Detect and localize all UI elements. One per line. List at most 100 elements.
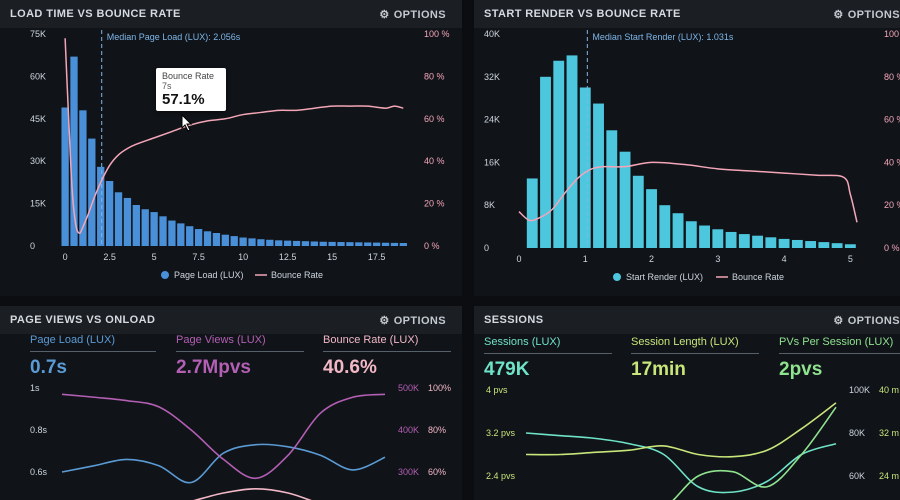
y-tick-label: 60K [30, 71, 46, 81]
bar [301, 241, 310, 246]
x-tick-label: 5 [152, 252, 157, 262]
bar [275, 240, 283, 246]
y3-tick-label: 100% [428, 383, 451, 393]
tooltip-value: 57.1% [162, 91, 205, 108]
bar [105, 180, 114, 246]
x-tick-label: 2.5 [103, 252, 116, 262]
y3-tick-label: 24 m [879, 471, 899, 481]
y-tick-label: 16K [484, 157, 500, 167]
metric-value: 40.6% [323, 357, 377, 378]
start-render-chart: 0 8K 16K 24K 32K 40K 0 % 20 % 40 % 60 % 80 % 100 % 0… [484, 29, 900, 282]
gear-icon: ⚙ [833, 315, 844, 327]
x-tick-label: 7.5 [192, 252, 205, 262]
y3-tick-label: 60% [428, 467, 446, 477]
x-tick-label: 12.5 [279, 252, 297, 262]
bar [177, 223, 185, 246]
bar [337, 242, 345, 246]
bar [699, 225, 711, 248]
tooltip-subtitle: 7s [162, 81, 172, 91]
bar [844, 244, 856, 248]
bar [381, 242, 390, 246]
bar [540, 76, 551, 248]
divider [176, 351, 304, 352]
legend-line-label: Bounce Rate [732, 272, 784, 282]
y2-tick-label: 20 % [424, 199, 445, 209]
y2-tick-label: 60 % [424, 114, 445, 124]
bar [212, 232, 221, 246]
metric-value: 2.7Mpvs [176, 357, 251, 378]
bar [70, 56, 78, 246]
panel-title: PAGE VIEWS VS ONLOAD [10, 314, 156, 326]
bar [579, 87, 591, 248]
y2-tick-label: 0 % [424, 241, 440, 251]
y-tick-label: 75K [30, 29, 46, 39]
y-tick-label: 30K [30, 156, 46, 166]
y-tick-label: 4 pvs [486, 385, 508, 395]
bar [805, 241, 817, 248]
panel-header: START RENDER VS BOUNCE RATE ⚙ OPTIONS [474, 0, 900, 28]
y-tick-label: 3.2 pvs [486, 428, 516, 438]
bar [672, 213, 684, 248]
metric-value: 2pvs [779, 359, 823, 380]
panel-title: LOAD TIME VS BOUNCE RATE [10, 8, 181, 20]
metric-label: Page Views (LUX) [176, 334, 266, 346]
page-views-panel: PAGE VIEWS VS ONLOAD ⚙ OPTIONS Page Load … [0, 306, 462, 500]
bar [765, 237, 777, 248]
bounce-rate-line [64, 38, 404, 235]
y2-tick-label: 0 % [884, 243, 900, 253]
metric-value: 479K [484, 359, 530, 380]
bar [203, 231, 212, 246]
x-tick-label: 3 [715, 254, 720, 264]
bar [61, 107, 69, 246]
x-tick-label: 17.5 [368, 252, 386, 262]
y-tick-label: 1s [30, 383, 40, 393]
bar [593, 103, 604, 248]
bar [738, 234, 750, 248]
bar [221, 234, 229, 246]
bar [778, 238, 790, 248]
bar [186, 226, 194, 246]
bar [364, 242, 372, 246]
metric-value: 17min [631, 359, 686, 380]
y2-tick-label: 80 % [424, 71, 445, 81]
y2-tick-label: 80K [849, 428, 865, 438]
panel-header: SESSIONS ⚙ OPTIONS [474, 306, 900, 334]
y-tick-label: 0 [484, 243, 489, 253]
median-label: Median Start Render (LUX): 1.031s [592, 32, 734, 42]
bar [725, 231, 737, 248]
y-tick-label: 40K [484, 29, 500, 39]
cursor-icon [181, 114, 193, 132]
divider [323, 351, 451, 352]
divider [631, 353, 759, 354]
bar [194, 229, 203, 246]
series-line [61, 443, 386, 484]
gear-icon: ⚙ [379, 9, 390, 21]
median-label: Median Page Load (LUX): 2.056s [107, 32, 241, 42]
y2-tick-label: 400K [398, 425, 419, 435]
panel-header: PAGE VIEWS VS ONLOAD ⚙ OPTIONS [0, 306, 462, 334]
sessions-chart: 2.4 pvs 3.2 pvs 4 pvs 60K 80K 100K 24 m 32 m 40 … [486, 385, 899, 500]
y3-tick-label: 40 m [879, 385, 899, 395]
options-button[interactable]: ⚙ OPTIONS [833, 9, 900, 21]
series-line [525, 402, 837, 458]
panel-header: LOAD TIME VS BOUNCE RATE ⚙ OPTIONS [0, 0, 462, 28]
tooltip-title: Bounce Rate [162, 71, 215, 81]
options-button[interactable]: ⚙ OPTIONS [379, 9, 446, 21]
series-line [61, 393, 386, 480]
divider [779, 353, 900, 354]
x-tick-label: 10 [238, 252, 248, 262]
options-button[interactable]: ⚙ OPTIONS [833, 315, 900, 327]
bar [266, 239, 274, 246]
bar [283, 240, 292, 246]
y2-tick-label: 20 % [884, 200, 900, 210]
x-tick-label: 0 [516, 254, 521, 264]
y2-tick-label: 100K [849, 385, 870, 395]
metric-value: 0.7s [30, 357, 67, 378]
bar [619, 151, 631, 248]
bar [346, 242, 354, 246]
legend-bars-marker [161, 271, 169, 279]
options-button[interactable]: ⚙ OPTIONS [379, 315, 446, 327]
bar [328, 241, 336, 246]
y2-tick-label: 100 % [884, 29, 900, 39]
bounce-rate-line [518, 161, 858, 223]
